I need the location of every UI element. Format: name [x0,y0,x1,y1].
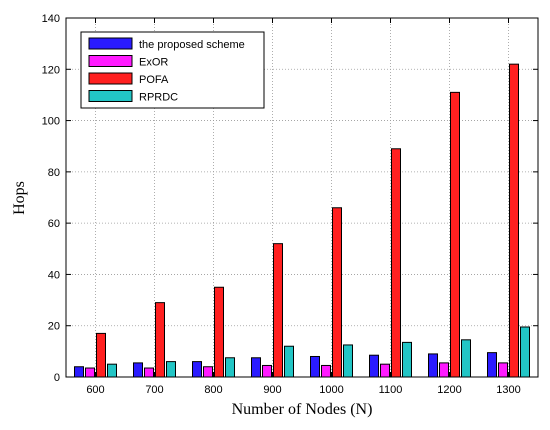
legend-label: RPRDC [139,92,178,104]
x-axis-title: Number of Nodes (N) [232,401,373,418]
legend-swatch [88,55,133,67]
y-tick-label: 120 [42,64,60,76]
bar [343,344,353,378]
x-tick-label: 800 [204,384,222,396]
y-tick-label: 60 [48,218,60,230]
bar [520,326,530,378]
bar [96,332,106,378]
bar [262,364,272,378]
bar [321,364,331,378]
y-axis-ticks: 0 20 40 60 80 100 120 140 [42,13,538,384]
bar [192,361,202,378]
y-tick-label: 40 [48,269,60,281]
x-tick-label: 700 [145,384,163,396]
bar [214,286,224,378]
bar [74,366,84,378]
bar [203,366,213,378]
bar [107,363,117,378]
legend-swatch [88,72,133,85]
legend: the proposed scheme ExOR POFA RPRDC [80,31,265,109]
x-axis-ticks: 600 700 800 900 1000 1100 1200 1300 [86,18,521,396]
bar [166,361,176,378]
y-tick-label: 140 [42,13,60,25]
bar [450,91,460,378]
bar [144,367,154,378]
bar [155,302,165,378]
bar [133,362,143,378]
x-tick-label: 1200 [437,384,461,396]
y-tick-label: 80 [48,167,60,179]
plot-frame [65,17,539,378]
bar [402,341,412,378]
bar [498,362,508,378]
y-axis-title: Hops [11,181,28,215]
bar [332,207,342,378]
y-tick-label: 0 [54,372,60,384]
bar [225,357,235,378]
bar [251,357,261,378]
legend-swatch [88,90,133,102]
bar [310,355,320,378]
bar [487,352,497,378]
bar [380,363,390,378]
bar [369,354,379,378]
legend-label: ExOR [139,57,168,69]
legend-label: POFA [139,74,169,86]
bar [391,148,401,378]
bar [509,63,519,378]
bar [85,367,95,378]
x-tick-label: 1000 [319,384,343,396]
x-tick-label: 1100 [379,384,403,396]
y-tick-label: 20 [48,321,60,333]
bar [461,339,471,378]
legend-swatch [88,37,133,50]
y-tick-label: 100 [42,116,60,128]
bars-group [74,63,530,378]
x-tick-label: 900 [263,384,281,396]
bar [428,353,438,378]
x-tick-label: 600 [86,384,104,396]
bar [273,243,283,378]
legend-label: the proposed scheme [139,39,245,51]
x-tick-label: 1300 [496,384,520,396]
bar [439,362,449,378]
bar [284,345,294,378]
